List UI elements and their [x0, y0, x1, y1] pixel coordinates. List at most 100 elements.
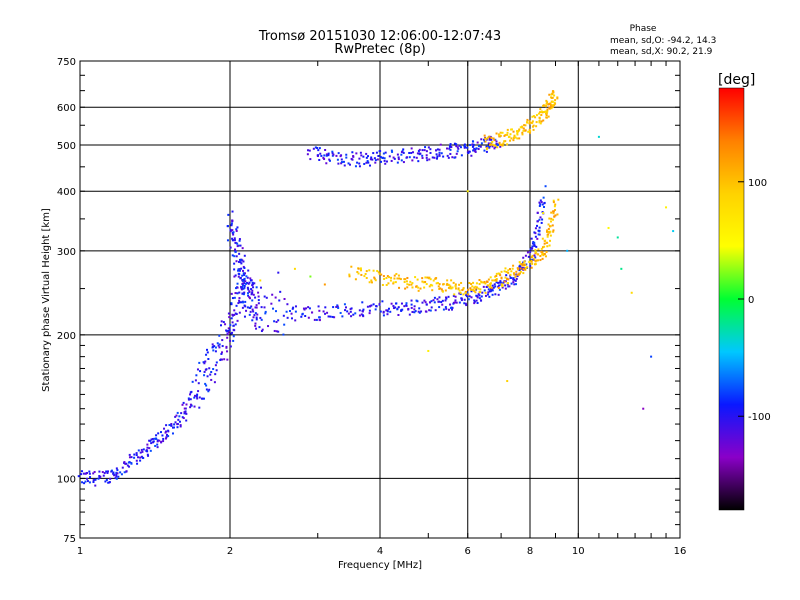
- trace-point: [373, 276, 376, 279]
- trace-point: [187, 398, 190, 401]
- trace-point: [458, 283, 461, 286]
- trace-point: [478, 294, 481, 297]
- trace-point: [516, 267, 519, 270]
- trace-point: [526, 118, 529, 121]
- trace-point: [480, 142, 483, 145]
- trace-point: [382, 152, 385, 155]
- trace-point: [514, 136, 517, 139]
- trace-point: [498, 134, 501, 137]
- trace-point: [490, 136, 493, 139]
- trace-point: [552, 201, 555, 204]
- trace-point: [480, 138, 483, 141]
- trace-point: [174, 421, 177, 424]
- trace-point: [429, 151, 432, 154]
- trace-point: [345, 153, 348, 156]
- trace-point: [243, 282, 246, 285]
- trace-point: [403, 281, 406, 284]
- trace-point: [382, 314, 385, 317]
- trace-point: [382, 275, 385, 278]
- trace-point: [512, 281, 515, 284]
- colorbar-tick-label: 100: [748, 178, 767, 189]
- trace-point: [372, 303, 375, 306]
- trace-point: [522, 272, 525, 275]
- trace-point: [400, 151, 403, 154]
- trace-point: [385, 309, 388, 312]
- trace-point: [98, 476, 101, 479]
- trace-point: [327, 315, 330, 318]
- trace-point: [237, 275, 240, 278]
- trace-point: [427, 146, 430, 149]
- trace-point: [130, 456, 133, 459]
- trace-point: [384, 151, 387, 154]
- trace-point: [534, 252, 537, 255]
- trace-point: [231, 321, 234, 324]
- trace-point: [500, 270, 503, 273]
- trace-point: [480, 295, 483, 298]
- trace-point: [539, 259, 542, 262]
- trace-point: [467, 298, 470, 301]
- trace-point: [448, 284, 451, 287]
- trace-point: [421, 277, 424, 280]
- trace-point: [402, 151, 405, 154]
- trace-point: [255, 327, 258, 330]
- trace-point: [542, 104, 545, 107]
- trace-point: [473, 299, 476, 302]
- trace-point: [507, 282, 510, 285]
- trace-point: [468, 150, 471, 153]
- trace-point: [467, 150, 470, 153]
- trace-point: [439, 143, 442, 146]
- trace-point: [522, 129, 525, 132]
- trace-point: [114, 477, 117, 480]
- trace-point: [182, 401, 185, 404]
- trace-point: [212, 345, 215, 348]
- trace-point: [535, 245, 538, 248]
- trace-point: [300, 315, 303, 318]
- trace-point: [136, 462, 139, 465]
- trace-point: [531, 254, 534, 257]
- trace-point: [318, 158, 321, 161]
- trace-point: [484, 294, 487, 297]
- trace-point: [473, 289, 476, 292]
- trace-point: [427, 277, 430, 280]
- trace-point: [395, 272, 398, 275]
- trace-point: [415, 156, 418, 159]
- trace-point: [183, 407, 186, 410]
- trace-point: [497, 286, 500, 289]
- trace-point: [323, 154, 326, 157]
- trace-point: [235, 228, 238, 231]
- trace-point: [444, 289, 447, 292]
- trace-point: [204, 382, 207, 385]
- trace-point: [389, 310, 392, 313]
- trace-point: [435, 153, 438, 156]
- trace-point: [397, 306, 400, 309]
- trace-point: [203, 362, 206, 365]
- trace-point: [316, 147, 319, 150]
- trace-point: [550, 217, 553, 220]
- trace-point: [513, 283, 516, 286]
- trace-point: [441, 303, 444, 306]
- trace-point: [184, 407, 187, 410]
- trace-point: [523, 267, 526, 270]
- trace-point: [522, 256, 525, 259]
- trace-point: [447, 295, 450, 298]
- trace-point: [290, 312, 293, 315]
- trace-point: [379, 150, 382, 153]
- scatter-point: [650, 355, 653, 358]
- trace-point: [438, 283, 441, 286]
- trace-point: [374, 279, 377, 282]
- trace-point: [418, 148, 421, 151]
- trace-point: [524, 124, 527, 127]
- trace-point: [350, 157, 353, 160]
- trace-point: [489, 284, 492, 287]
- trace-point: [551, 105, 554, 108]
- trace-point: [542, 196, 545, 199]
- trace-point: [92, 479, 95, 482]
- scatter-point: [607, 226, 610, 229]
- trace-point: [465, 290, 468, 293]
- trace-point: [426, 159, 429, 162]
- trace-point: [240, 285, 243, 288]
- trace-point: [539, 111, 542, 114]
- trace-point: [549, 102, 552, 105]
- trace-point: [451, 306, 454, 309]
- trace-point: [476, 295, 479, 298]
